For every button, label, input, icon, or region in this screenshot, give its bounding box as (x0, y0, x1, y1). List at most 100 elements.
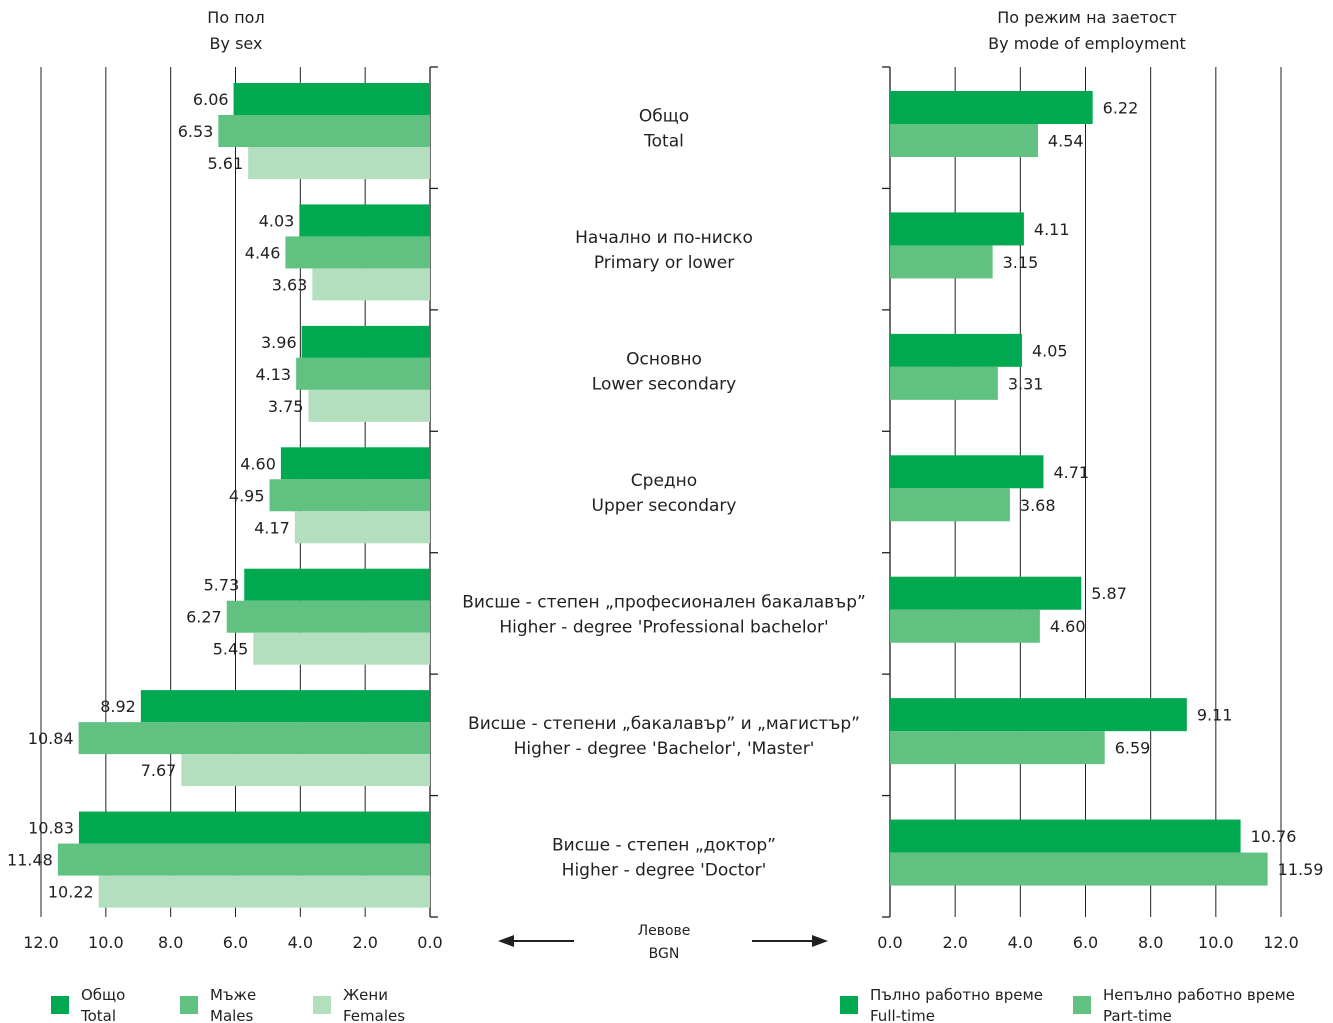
left-bar (181, 754, 430, 787)
right-bar (890, 576, 1082, 610)
category-label-en: Total (643, 132, 684, 152)
left-bar (253, 632, 430, 665)
right-bar-value: 6.59 (1115, 739, 1151, 758)
left-panel-title: По пол (207, 8, 264, 27)
left-bar (294, 511, 430, 544)
left-tick-label: 2.0 (352, 933, 377, 952)
left-bar (269, 479, 430, 512)
right-bar-value: 10.76 (1251, 827, 1297, 846)
left-bar-value: 6.53 (178, 122, 214, 141)
right-tick-label: 8.0 (1138, 933, 1163, 952)
category-label-en: Upper secondary (592, 496, 737, 516)
left-panel-subtitle: By sex (210, 34, 263, 53)
left-bar-value: 10.22 (48, 883, 94, 902)
right-bar (890, 245, 993, 279)
left-bar-value: 4.03 (259, 211, 295, 230)
left-bar (78, 722, 430, 755)
category-label-bg: Средно (631, 471, 697, 491)
left-bar (57, 843, 431, 876)
category-label-bg: Начално и по-ниско (575, 228, 753, 248)
arrow-right-icon-head (812, 935, 828, 947)
category-label-bg: Висше - степени „бакалавър” и „магистър” (468, 714, 860, 734)
left-legend-swatch (51, 996, 69, 1014)
left-bar (233, 83, 430, 115)
left-bar (285, 236, 430, 269)
right-legend-label-en: Part-time (1103, 1007, 1172, 1023)
left-tick-label: 0.0 (417, 933, 442, 952)
left-bar-value: 6.06 (193, 90, 229, 109)
left-bar (78, 811, 431, 844)
right-legend-label-en: Full-time (870, 1007, 935, 1023)
right-bar-value: 3.31 (1008, 374, 1044, 393)
right-bar (890, 91, 1093, 124)
left-tick-label: 10.0 (88, 933, 124, 952)
right-bar (890, 609, 1040, 643)
right-bar (890, 124, 1038, 157)
right-bar-value: 4.54 (1048, 132, 1084, 151)
right-bar (890, 852, 1268, 886)
right-tick-label: 4.0 (1008, 933, 1033, 952)
left-bar-value: 5.61 (208, 154, 244, 173)
left-bar-value: 8.92 (100, 697, 136, 716)
category-label-en: Higher - degree 'Bachelor', 'Master' (514, 739, 815, 759)
left-legend-swatch (180, 996, 198, 1014)
right-bar (890, 698, 1187, 732)
left-bar (218, 115, 430, 147)
right-bar (890, 212, 1024, 246)
right-bar-value: 5.87 (1091, 584, 1127, 603)
right-tick-label: 10.0 (1198, 933, 1234, 952)
right-bar-value: 9.11 (1197, 706, 1233, 725)
right-bar (890, 366, 998, 400)
left-legend-label-en: Total (80, 1007, 116, 1023)
category-label-en: Lower secondary (592, 375, 736, 395)
left-bar (280, 447, 430, 480)
right-bar-value: 4.71 (1053, 463, 1089, 482)
arrow-left-icon-head (498, 935, 514, 947)
left-legend-label-en: Males (210, 1007, 254, 1023)
left-legend-label-en: Females (343, 1007, 405, 1023)
right-panel-title: По режим на заетост (997, 8, 1177, 27)
right-tick-label: 0.0 (877, 933, 902, 952)
left-tick-label: 8.0 (158, 933, 183, 952)
left-bar-value: 4.46 (245, 243, 281, 262)
category-label-en: Higher - degree 'Doctor' (562, 860, 767, 880)
left-bar-value: 4.17 (254, 518, 290, 537)
unit-label-en: BGN (649, 946, 680, 962)
unit-label-bg: Левове (638, 923, 691, 939)
right-bar (890, 488, 1010, 522)
right-bar (890, 333, 1022, 367)
category-label-en: Higher - degree 'Professional bachelor' (499, 617, 828, 637)
left-bar-value: 5.73 (204, 576, 240, 595)
right-bar-value: 3.68 (1020, 496, 1056, 515)
right-panel-subtitle: By mode of employment (988, 34, 1186, 53)
right-legend-label-bg: Пълно работно време (870, 986, 1043, 1004)
left-bar-value: 3.75 (268, 397, 304, 416)
left-bar-value: 11.48 (7, 851, 53, 870)
right-bar (890, 455, 1044, 489)
right-bar (890, 731, 1105, 765)
right-tick-label: 12.0 (1263, 933, 1299, 952)
right-bar-value: 11.59 (1278, 860, 1324, 879)
category-label-bg: Общо (639, 107, 689, 127)
left-bar (299, 204, 430, 237)
left-bar (248, 147, 430, 179)
left-bar (226, 600, 430, 633)
left-tick-label: 12.0 (23, 933, 59, 952)
left-legend-swatch (313, 996, 331, 1014)
left-bar (296, 357, 430, 390)
category-label-bg: Висше - степен „професионален бакалавър” (462, 592, 866, 612)
right-bar-value: 6.22 (1103, 99, 1139, 118)
right-legend-swatch (840, 996, 858, 1014)
left-bar-value: 10.84 (28, 729, 74, 748)
right-legend-label-bg: Непълно работно време (1103, 986, 1295, 1004)
left-bar (98, 875, 431, 908)
right-bar-value: 4.05 (1032, 341, 1068, 360)
left-bar (140, 690, 431, 723)
right-bar-value: 4.60 (1050, 617, 1086, 636)
category-label-en: Primary or lower (594, 253, 734, 273)
right-bar-value: 4.11 (1034, 220, 1070, 239)
left-bar-value: 10.83 (28, 819, 74, 838)
left-bar (301, 325, 430, 358)
category-label-bg: Основно (626, 350, 702, 370)
